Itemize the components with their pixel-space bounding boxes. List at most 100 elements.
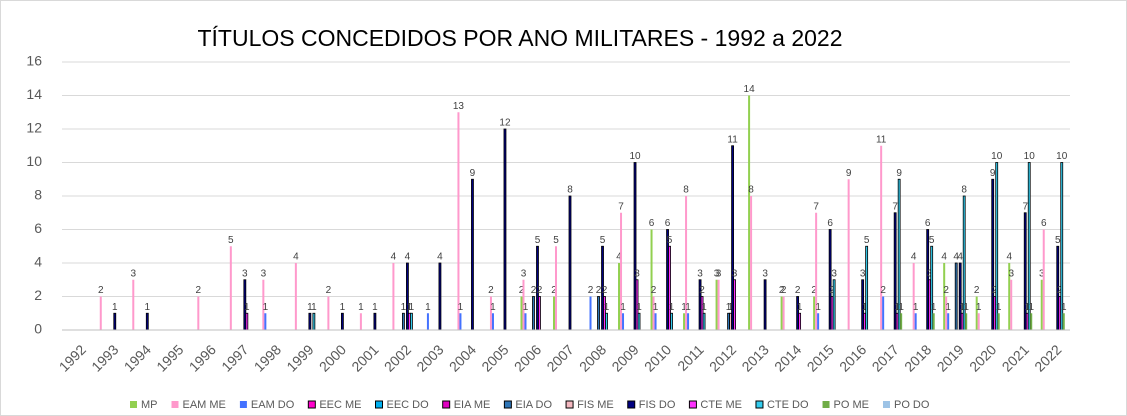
bar <box>637 312 641 331</box>
bar <box>977 313 980 330</box>
value-label: 4 <box>616 252 622 263</box>
legend-swatch <box>755 400 764 409</box>
value-label: 5 <box>228 235 234 246</box>
value-label: 2 <box>974 285 980 296</box>
value-label: 5 <box>667 235 673 246</box>
value-label: 3 <box>714 268 720 279</box>
bar <box>654 313 657 330</box>
bar <box>294 263 297 330</box>
value-label: 1 <box>620 302 626 313</box>
value-label: 1 <box>490 302 496 313</box>
value-label: 1 <box>358 302 364 313</box>
bar <box>457 112 460 330</box>
bar <box>813 296 816 330</box>
bar <box>1010 279 1013 330</box>
value-label: 1 <box>425 302 431 313</box>
bar <box>882 296 885 330</box>
bar <box>975 296 978 330</box>
legend-label: CTE DO <box>767 399 809 411</box>
value-label: 5 <box>600 235 606 246</box>
value-label: 1 <box>311 302 317 313</box>
value-label: 3 <box>860 268 866 279</box>
value-label: 9 <box>990 168 996 179</box>
bar <box>815 212 818 330</box>
value-label: 1 <box>653 302 659 313</box>
value-label: 1 <box>1028 302 1034 313</box>
value-label: 3 <box>716 268 722 279</box>
bar <box>670 312 673 331</box>
value-label: 4 <box>437 252 443 263</box>
value-label: 1 <box>815 302 821 313</box>
bar <box>264 313 267 330</box>
bar <box>1042 229 1045 330</box>
value-label: 5 <box>864 235 870 246</box>
value-label: 9 <box>470 168 476 179</box>
value-label: 1 <box>945 302 951 313</box>
value-label: 1 <box>669 302 675 313</box>
legend-swatch <box>822 401 830 408</box>
bar <box>865 245 869 331</box>
legend-swatch <box>442 400 451 409</box>
bar <box>522 279 525 330</box>
value-label: 2 <box>196 285 202 296</box>
legend-label: EEC ME <box>319 399 361 411</box>
bar <box>683 313 686 330</box>
y-tick-label: 16 <box>26 53 42 69</box>
value-label: 1 <box>244 302 250 313</box>
bar <box>589 296 592 330</box>
bar <box>605 312 608 331</box>
value-label: 3 <box>242 268 248 279</box>
bar <box>832 279 836 331</box>
bar <box>554 246 557 330</box>
value-label: 1 <box>636 302 642 313</box>
bar <box>748 95 751 330</box>
value-label: 3 <box>261 268 267 279</box>
value-label: 1 <box>797 302 803 313</box>
y-tick-label: 2 <box>34 287 42 303</box>
bar <box>132 279 135 330</box>
value-label: 2 <box>781 285 787 296</box>
legend-swatch <box>375 400 383 409</box>
value-label: 2 <box>98 285 104 296</box>
bar <box>532 296 535 331</box>
legend-label: FIS DO <box>639 399 676 411</box>
bar <box>914 313 917 330</box>
value-label: 8 <box>748 185 754 196</box>
value-label: 1 <box>959 302 965 313</box>
bar <box>932 313 935 330</box>
value-label: 2 <box>531 285 537 296</box>
bar <box>750 196 753 330</box>
bar <box>524 313 527 330</box>
bar <box>733 279 736 331</box>
value-label: 1 <box>340 302 346 313</box>
value-label: 1 <box>996 302 1002 313</box>
bar <box>685 196 688 330</box>
bar <box>359 313 362 330</box>
bar <box>438 262 442 331</box>
bar <box>245 312 249 331</box>
value-label: 2 <box>596 285 602 296</box>
value-label: 2 <box>880 285 886 296</box>
value-label: 10 <box>991 151 1003 162</box>
value-label: 1 <box>913 302 919 313</box>
value-label: 2 <box>602 285 608 296</box>
bar <box>503 128 507 331</box>
bar <box>763 279 767 331</box>
bar <box>1030 313 1033 330</box>
legend-label: MP <box>141 399 158 411</box>
legend-label: EAM ME <box>183 399 226 411</box>
bar <box>817 313 820 330</box>
value-label: 10 <box>1056 151 1068 162</box>
y-tick-label: 6 <box>34 220 42 236</box>
value-label: 1 <box>894 302 900 313</box>
value-label: 2 <box>537 285 543 296</box>
value-label: 4 <box>293 252 299 263</box>
bar <box>99 296 102 330</box>
bar <box>717 279 720 330</box>
value-label: 8 <box>961 185 967 196</box>
legend-swatch <box>565 400 574 409</box>
value-label: 2 <box>488 285 494 296</box>
value-label: 4 <box>911 252 917 263</box>
bar <box>652 296 655 330</box>
value-label: 4 <box>941 252 947 263</box>
